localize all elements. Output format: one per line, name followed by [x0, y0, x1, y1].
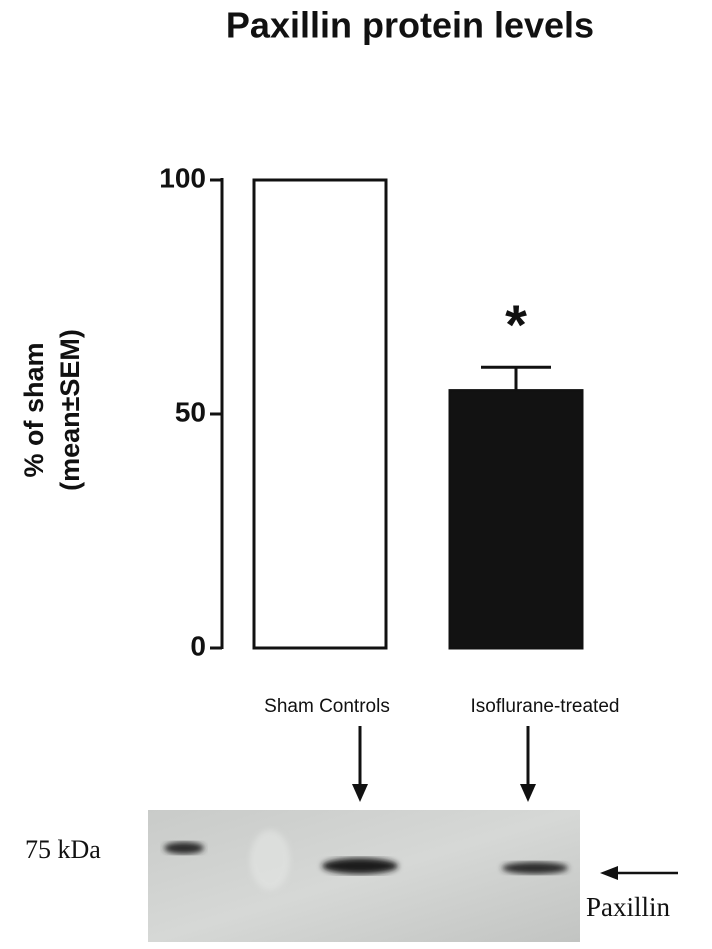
band-arrow — [600, 866, 678, 880]
bar — [252, 178, 388, 650]
x-tick-label: Sham Controls — [264, 696, 390, 717]
bar — [448, 389, 584, 650]
y-tick-label: 50 — [175, 396, 206, 427]
marker-label: 75 kDa — [25, 835, 101, 864]
band-label: Paxillin — [586, 892, 671, 922]
y-axis-title-line: (mean±SEM) — [55, 329, 85, 491]
y-axis-title: % of sham (mean±SEM) — [19, 329, 85, 491]
y-tick-label: 0 — [190, 630, 206, 661]
chart-title: Paxillin protein levels — [226, 5, 594, 46]
y-axis-title-line: % of sham — [19, 342, 49, 477]
y-tick-label: 100 — [159, 162, 206, 193]
lane-arrows — [352, 726, 536, 802]
western-blot — [148, 810, 580, 942]
significance-mark: * — [505, 293, 527, 356]
error-bar — [481, 365, 551, 391]
x-tick-label: Isoflurane-treated — [471, 696, 620, 717]
